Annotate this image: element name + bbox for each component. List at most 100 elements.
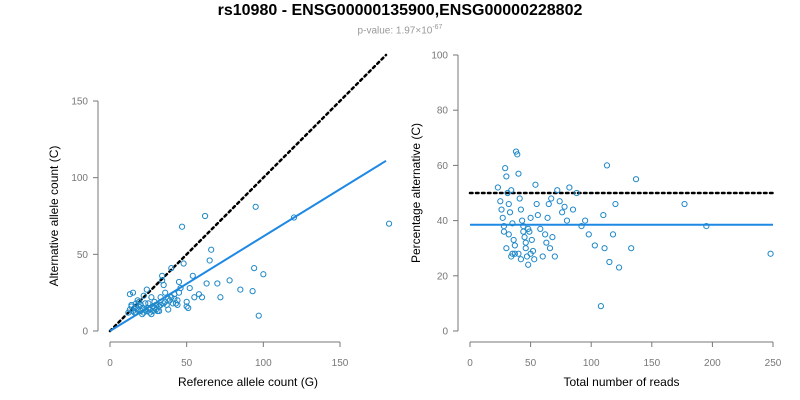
left-y-tick-label: 0 [82,327,88,338]
left-data-point [159,272,166,279]
left-data-point [251,265,258,272]
right-data-point [522,245,529,252]
left-data-point [157,301,164,309]
right-data-point [545,200,552,208]
right-data-point [505,231,512,238]
chart-title: rs10980 - ENSG00000135900,ENSG0000022880… [217,2,583,19]
p-value-exponent: -67 [432,24,443,31]
left-data-point [146,309,153,316]
left-data-point [174,301,181,309]
right-data-point [502,165,509,172]
right-data-point [606,258,613,266]
left-data-point [168,294,175,301]
right-data-point [556,198,563,205]
right-data-point [615,264,623,271]
left-data-point [177,284,184,292]
left-data-point [162,289,169,296]
left-data-point [183,303,190,310]
right-x-axis-title: Total number of reads [563,375,679,389]
right-data-point [527,214,534,221]
right-data-point [566,184,573,191]
left-data-point [217,294,224,301]
right-data-point [520,228,527,235]
right-data-point [542,231,549,238]
left-data-point [146,306,153,313]
left-x-tick-label: 150 [332,358,349,369]
left-data-point [172,300,180,307]
right-data-point [531,256,538,263]
right-data-point [548,195,555,202]
right-data-point [609,231,617,238]
right-data-point [559,209,566,216]
right-data-point [510,236,517,244]
right-data-point [508,187,515,194]
left-fit-line [109,159,387,332]
left-data-point [139,304,146,312]
left-data-point [139,311,146,318]
right-data-point [585,231,592,238]
left-data-point [183,298,190,305]
right-x-tick-label: 250 [765,358,782,369]
right-y-tick-label: 20 [437,271,449,282]
left-data-point [143,307,150,315]
left-data-point [203,280,210,287]
left-data-point [206,257,213,264]
left-y-axis-title: Alternative allele count (C) [47,146,61,287]
right-data-point [528,236,535,244]
left-data-point [155,307,163,315]
left-data-point [249,288,256,295]
left-data-point [208,246,215,253]
left-data-point [157,294,164,301]
right-data-point [534,211,541,219]
left-data-point [186,284,193,292]
left-data-point [189,272,196,279]
right-data-point [516,195,523,202]
left-data-point [255,312,262,319]
right-data-point [497,198,504,205]
right-data-point [601,245,608,252]
right-data-point [554,187,561,194]
left-data-point [142,306,149,313]
right-data-point [523,253,531,260]
left-data-point [129,289,137,296]
left-data-point [171,291,178,298]
right-data-point [505,200,512,208]
right-x-tick-label: 200 [704,358,721,369]
left-data-point [214,280,221,287]
left-data-point [131,304,138,312]
right-data-point [597,303,604,310]
right-data-point [519,217,526,224]
right-data-point [578,223,585,230]
right-data-point [498,206,505,213]
right-data-point [561,203,568,210]
left-data-point [162,298,169,305]
right-data-point [503,245,510,252]
left-data-point [180,260,187,267]
right-y-tick-label: 80 [437,106,449,117]
left-data-point [128,303,135,310]
right-data-point [537,225,544,232]
left-x-tick-label: 0 [107,358,113,369]
right-data-point [573,189,580,197]
right-y-tick-label: 60 [437,161,449,172]
right-data-point [591,242,598,249]
left-data-point [163,301,170,309]
right-x-tick-label: 50 [525,358,537,369]
left-data-point [385,220,393,227]
left-data-point [136,298,143,305]
left-data-point [126,291,134,298]
left-data-point [149,307,157,315]
right-data-point [532,181,539,188]
right-data-point [767,250,774,257]
right-data-point [508,253,515,260]
right-data-point [612,200,619,208]
left-data-point [160,281,167,289]
left-data-point [191,294,198,301]
right-data-point [503,173,510,180]
left-data-point [143,286,150,293]
right-data-point [509,220,516,227]
left-data-point [145,300,152,307]
right-y-tick-label: 100 [431,51,448,62]
left-data-point [198,294,206,301]
